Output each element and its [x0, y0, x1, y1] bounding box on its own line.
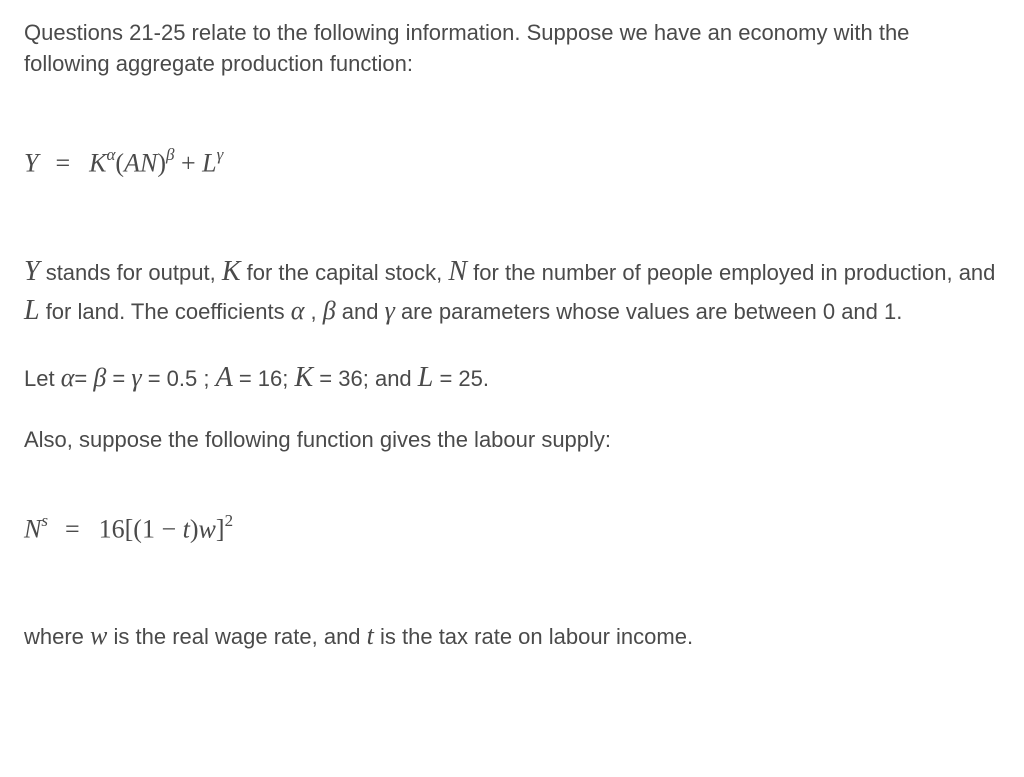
A-param: A — [216, 362, 233, 393]
var-A: A — [124, 148, 140, 177]
gamma-param: γ — [131, 363, 141, 392]
K-param: K — [295, 362, 314, 393]
var-L-def: L — [24, 295, 40, 326]
equals-sign: = — [38, 148, 89, 177]
var-K-def: K — [222, 256, 241, 287]
eq6: = 25. — [433, 366, 489, 391]
alpha-param: α — [61, 363, 75, 392]
L-param: L — [418, 362, 434, 393]
eq4: = 16; — [233, 366, 295, 391]
where-text: where — [24, 624, 90, 649]
open-bracket: [( — [125, 515, 142, 544]
close-paren-2: ) — [190, 515, 199, 544]
var-Y-def: Y — [24, 256, 40, 287]
var-gamma-def: γ — [385, 296, 395, 325]
def-and: and — [336, 299, 385, 324]
var-alpha-def: α — [291, 296, 305, 325]
eq1: = — [74, 366, 93, 391]
var-Y: Y — [24, 148, 38, 177]
open-paren: ( — [115, 148, 124, 177]
var-t: t — [183, 515, 190, 544]
exp-2: 2 — [225, 511, 234, 530]
close-paren: ) — [157, 148, 166, 177]
var-N: N — [140, 148, 157, 177]
final-text-1: is the real wage rate, and — [107, 624, 366, 649]
var-t-def: t — [367, 621, 374, 650]
exp-alpha: α — [106, 145, 115, 164]
labour-supply-intro: Also, suppose the following function giv… — [24, 425, 1000, 456]
var-N-s: N — [24, 515, 41, 544]
def-text-1: stands for output, — [40, 260, 222, 285]
eq2: = — [106, 366, 131, 391]
let-text: Let — [24, 366, 61, 391]
var-L: L — [202, 148, 216, 177]
def-text-4: for land. The coefficients — [40, 299, 291, 324]
var-K: K — [89, 148, 106, 177]
plus-sign: + — [174, 148, 202, 177]
parameter-values: Let α= β = γ = 0.5 ; A = 16; K = 36; and… — [24, 358, 1000, 397]
var-beta-def: β — [323, 296, 336, 325]
eq3: = 0.5 ; — [142, 366, 216, 391]
intro-text: Questions 21-25 relate to the following … — [24, 18, 1000, 80]
sup-s: s — [41, 511, 48, 530]
var-N-def: N — [448, 256, 467, 287]
var-w-def: w — [90, 621, 107, 650]
production-function-equation: Y = Kα(AN)β + Lγ — [24, 145, 1000, 182]
equals-sign-2: = — [48, 515, 99, 544]
var-w: w — [199, 515, 216, 544]
beta-param: β — [93, 363, 106, 392]
def-text-3: for the number of people employed in pro… — [467, 260, 995, 285]
one: 1 — [142, 515, 155, 544]
variable-definitions: Y stands for output, K for the capital s… — [24, 252, 1000, 330]
exp-gamma: γ — [217, 145, 224, 164]
close-bracket: ] — [216, 515, 225, 544]
final-text-2: is the tax rate on labour income. — [374, 624, 693, 649]
sixteen: 16 — [99, 515, 125, 544]
eq5: = 36; and — [313, 366, 418, 391]
def-comma: , — [304, 299, 322, 324]
labour-supply-equation: Ns = 16[(1 − t)w]2 — [24, 511, 1000, 548]
def-text-2: for the capital stock, — [241, 260, 449, 285]
def-text-5: are parameters whose values are between … — [395, 299, 903, 324]
exp-beta: β — [166, 145, 174, 164]
minus-sign: − — [155, 515, 183, 544]
final-definitions: where w is the real wage rate, and t is … — [24, 618, 1000, 654]
